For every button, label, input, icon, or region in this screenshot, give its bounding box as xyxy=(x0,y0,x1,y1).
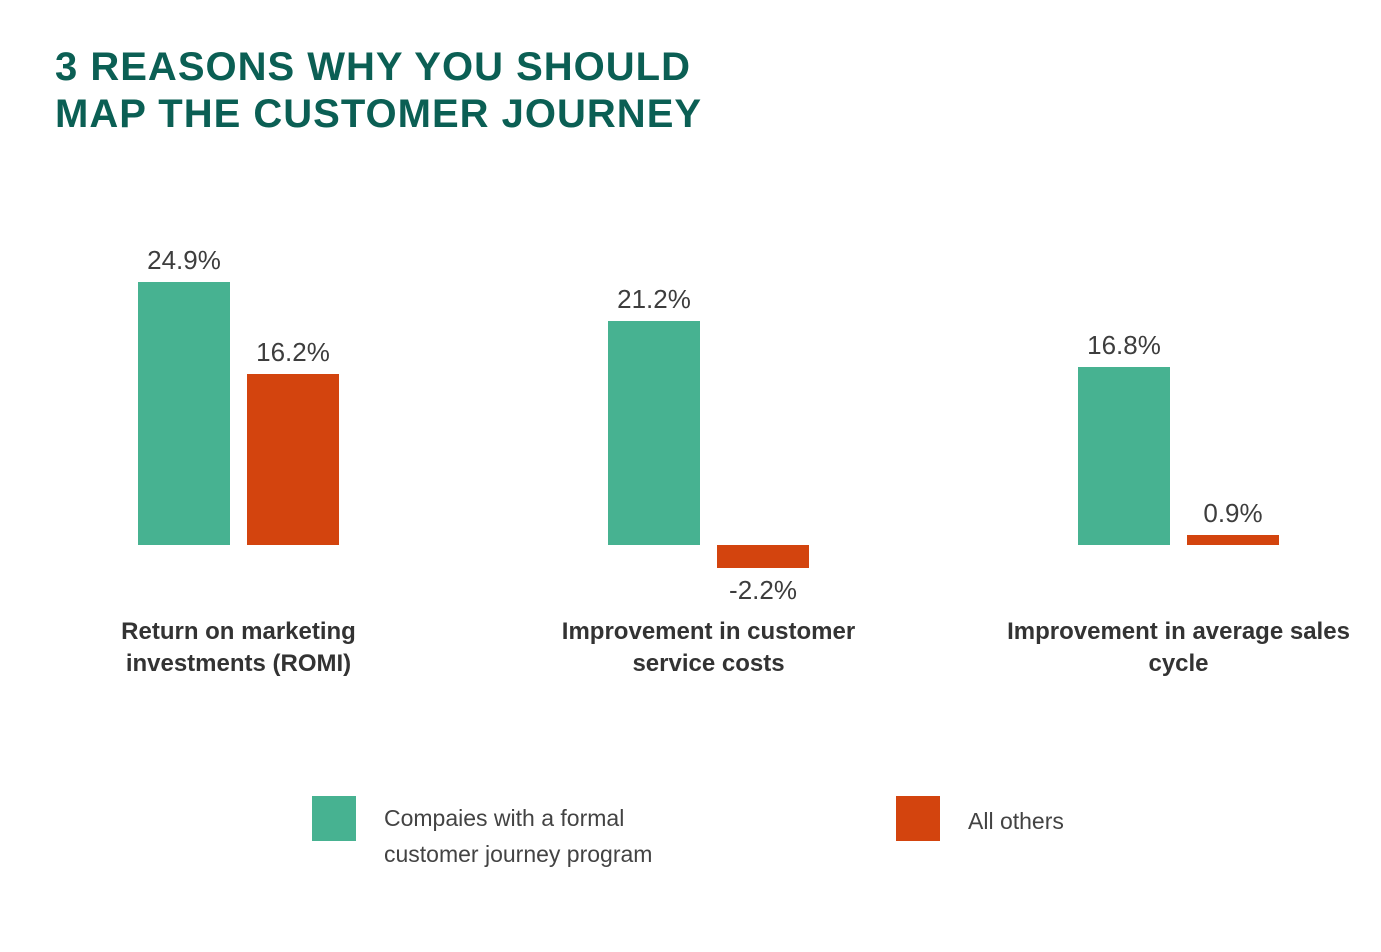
value-label-formal-program-1: 21.2% xyxy=(617,284,691,314)
bar-all-others-0 xyxy=(247,374,339,545)
value-label-all-others-2: 0.9% xyxy=(1203,498,1263,528)
legend-label-all-others: All others xyxy=(968,808,1064,834)
bar-all-others-2 xyxy=(1187,535,1279,545)
value-label-all-others-0: 16.2% xyxy=(256,337,330,367)
category-label-0: Return on marketing investments (ROMI) xyxy=(121,618,356,677)
legend-label-formal-program: Compaies with a formal customer journey … xyxy=(384,805,653,867)
value-label-formal-program-2: 16.8% xyxy=(1087,330,1161,360)
page-title-line1: 3 REASONS WHY YOU SHOULD xyxy=(55,45,691,89)
page-title: 3 REASONS WHY YOU SHOULD MAP THE CUSTOMER… xyxy=(55,44,702,138)
bar-formal-program-2 xyxy=(1078,367,1170,545)
category-label-2: Improvement in average sales cycle xyxy=(1007,618,1350,677)
bar-formal-program-0 xyxy=(138,282,230,545)
bar-all-others-1 xyxy=(717,545,809,568)
legend-swatch-formal-program xyxy=(312,796,356,841)
category-label-1: Improvement in customer service costs xyxy=(561,618,856,677)
page-title-line2: MAP THE CUSTOMER JOURNEY xyxy=(55,92,703,136)
value-label-formal-program-0: 24.9% xyxy=(147,245,221,275)
bar-formal-program-1 xyxy=(608,321,700,545)
value-label-all-others-1: -2.2% xyxy=(729,575,797,605)
legend-swatch-all-others xyxy=(896,796,940,841)
